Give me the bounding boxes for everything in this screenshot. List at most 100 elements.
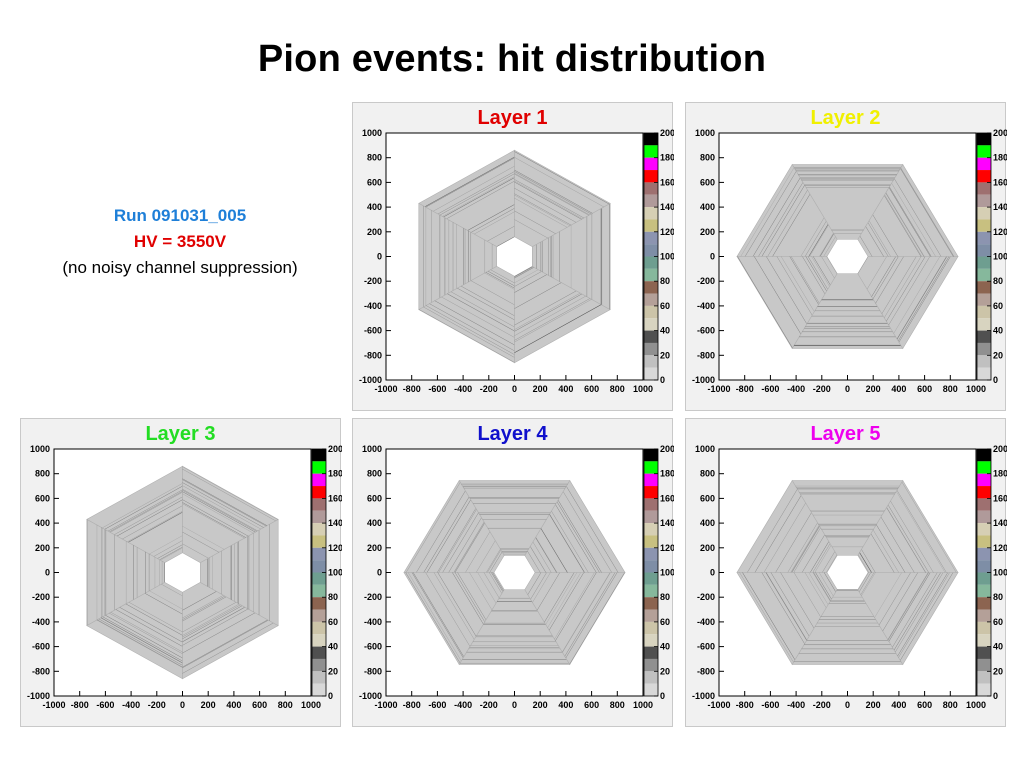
layer-5-title: Layer 5 — [810, 423, 881, 445]
slide-title: Pion events: hit distribution — [257, 38, 767, 80]
hit-streak — [804, 572, 827, 608]
hit-streak — [880, 516, 915, 573]
hit-streak — [107, 489, 183, 532]
colorbar-tick-label: 40 — [660, 642, 670, 652]
hit-streak — [800, 217, 825, 257]
colorbar-cell — [977, 449, 991, 462]
colorbar-cell — [312, 560, 326, 573]
colorbar-cell — [644, 547, 658, 561]
y-tick-label: 800 — [367, 153, 382, 163]
y-tick-label: -400 — [697, 301, 715, 311]
x-tick-label: -600 — [761, 384, 779, 394]
colorbar-cell — [312, 597, 326, 610]
y-tick-label: -1000 — [27, 691, 50, 701]
hit-streak — [882, 572, 919, 632]
hit-streak — [805, 256, 827, 292]
colorbar-tick-label: 180 — [660, 469, 674, 479]
colorbar-cell — [644, 244, 658, 257]
hit-streak — [469, 572, 493, 611]
hit-streak — [890, 500, 934, 573]
y-tick-label: 200 — [700, 227, 715, 237]
x-tick-label: -400 — [122, 700, 140, 710]
hit-streak — [149, 535, 183, 555]
hit-streak — [535, 537, 557, 573]
colorbar-cell — [644, 355, 658, 368]
hit-streak — [893, 256, 941, 334]
hit-streak — [514, 181, 582, 220]
hit-streak — [182, 543, 209, 559]
colorbar-cell — [977, 219, 991, 232]
hit-streak — [160, 547, 183, 561]
colorbar-cell — [977, 318, 991, 331]
colorbar-cell — [644, 535, 658, 548]
hit-map-svg-2: -1000 -800 -600 -400 -200 0 200 400 600 800 100010… — [692, 128, 1007, 394]
hit-streak — [791, 526, 820, 573]
hit-streak — [761, 185, 805, 257]
hit-streak — [819, 233, 834, 257]
hit-streak — [808, 572, 829, 605]
hit-streak — [901, 481, 957, 573]
hit-streak — [527, 550, 541, 573]
hit-streak — [408, 572, 462, 662]
y-tick-label: -800 — [697, 666, 715, 676]
hit-streak — [405, 482, 461, 573]
hit-streak — [532, 572, 551, 603]
hit-streak — [182, 606, 245, 642]
hit-streak — [900, 167, 955, 257]
hit-streak — [182, 596, 227, 622]
hit-streak — [801, 534, 825, 573]
hit-streak — [438, 509, 477, 573]
sector-6 — [182, 465, 279, 563]
x-tick-label: -600 — [428, 384, 446, 394]
hit-streak — [144, 593, 183, 615]
colorbar-cell — [644, 523, 658, 536]
hit-streak — [893, 572, 941, 651]
colorbar-tick-label: 180 — [328, 469, 342, 479]
x-tick-label: 400 — [558, 700, 573, 710]
colorbar-cell — [977, 231, 991, 245]
hit-streak — [182, 612, 256, 654]
colorbar-tick-label: 120 — [993, 543, 1007, 553]
hit-streak — [447, 293, 515, 332]
colorbar-cell — [977, 634, 991, 647]
colorbar-tick-label: 20 — [993, 350, 1003, 360]
hit-streak — [128, 512, 183, 543]
x-tick-label: 200 — [866, 700, 881, 710]
y-tick-label: -800 — [697, 350, 715, 360]
note-label: (no noisy channel suppression) — [62, 258, 298, 277]
hit-streak — [101, 617, 183, 663]
colorbar-cell — [644, 473, 658, 487]
hit-streak — [182, 499, 249, 537]
hit-streak — [125, 603, 183, 636]
colorbar-cell — [977, 584, 991, 598]
hit-streak — [514, 299, 592, 343]
hit-streak — [888, 572, 931, 642]
layer-2-panel: -1000 -800 -600 -400 -200 0 200 400 600 800 1000 10… — [685, 102, 1007, 411]
hit-streak — [182, 607, 246, 643]
hit-streak — [897, 572, 948, 657]
hit-streak — [809, 224, 829, 257]
colorbar-tick-label: 120 — [660, 543, 674, 553]
y-tick-label: -200 — [697, 592, 715, 602]
y-tick-label: -800 — [364, 666, 382, 676]
hit-streak — [182, 466, 278, 520]
hit-streak — [487, 271, 515, 287]
colorbar-tick-label: 80 — [993, 592, 1003, 602]
hit-streak — [562, 572, 611, 653]
y-tick-label: -200 — [697, 276, 715, 286]
colorbar-tick-label: 140 — [993, 202, 1007, 212]
colorbar-tick-label: 80 — [328, 592, 338, 602]
colorbar-tick-label: 40 — [660, 326, 670, 336]
hit-streak — [813, 256, 831, 286]
y-tick-label: -600 — [697, 642, 715, 652]
y-tick-label: 800 — [700, 469, 715, 479]
hit-streak — [887, 572, 929, 640]
y-tick-label: 0 — [45, 568, 50, 578]
layer-1-panel: -1000 -800 -600 -400 -200 0 200 400 600 800 1000 10… — [352, 102, 674, 411]
colorbar-tick-label: 140 — [993, 518, 1007, 528]
hit-streak — [859, 552, 872, 573]
y-tick-label: 200 — [367, 227, 382, 237]
hit-streak — [537, 572, 560, 611]
x-tick-label: 0 — [512, 700, 517, 710]
hit-streak — [514, 290, 577, 326]
